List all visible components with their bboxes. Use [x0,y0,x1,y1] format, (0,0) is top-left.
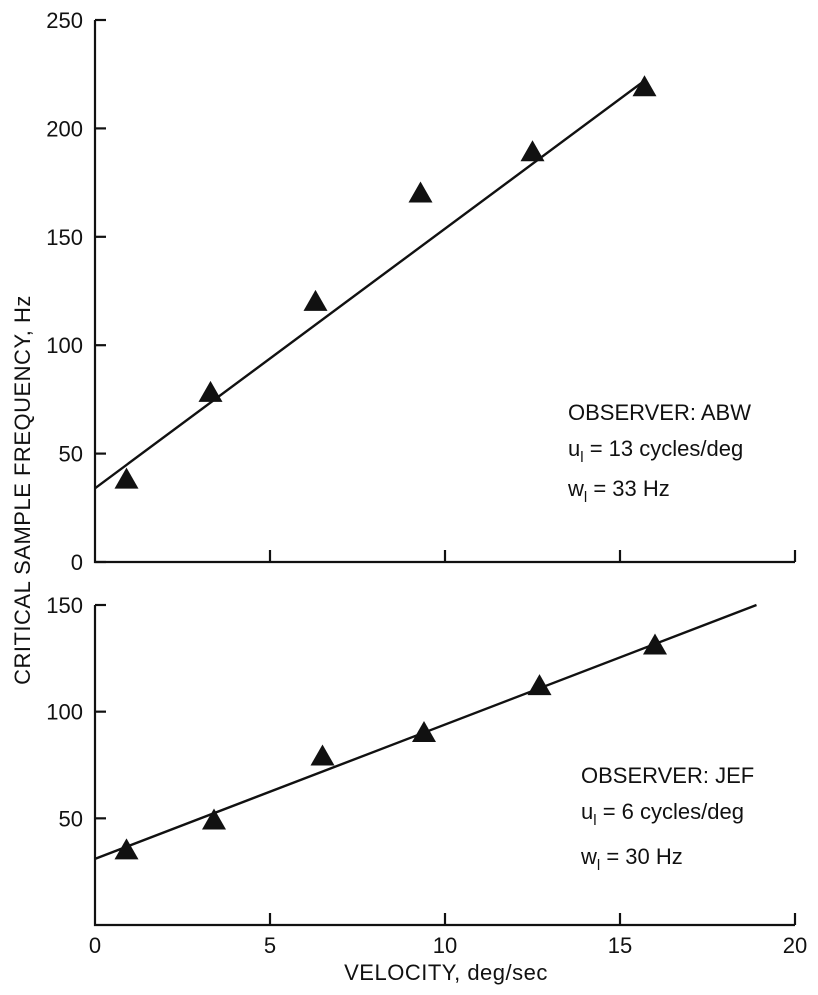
top-y-tick-label: 50 [59,442,83,467]
bottom-data-point [643,633,667,655]
top-y-tick-label: 250 [46,8,83,33]
top-data-point [198,380,223,402]
top-data-point [520,140,545,162]
bottom-annotation: wl = 30 Hz [580,844,683,874]
bottom-x-tick-label: 10 [433,933,457,958]
top-fit-line [94,79,646,490]
top-data-point [632,75,657,97]
bottom-y-tick-label: 100 [46,700,83,725]
top-data-point [408,181,433,203]
bottom-x-tick-label: 15 [608,933,632,958]
bottom-data-point [114,838,139,860]
bottom-x-tick-label: 0 [89,933,101,958]
bottom-data-point [202,808,226,830]
bottom-x-tick-label: 5 [264,933,276,958]
bottom-data-point [527,674,552,696]
x-axis-title: VELOCITY, deg/sec [344,960,548,985]
bottom-panel: 50 100 150 0 5 10 15 20 OBSERVER: JEF ul = 6 cycl… [46,593,807,958]
top-y-tick-label: 100 [46,333,83,358]
top-data-point [303,289,328,311]
top-y-tick-label: 0 [71,550,83,575]
bottom-data-point [310,744,335,766]
top-annotation: ul = 13 cycles/deg [568,436,743,466]
bottom-y-tick-label: 150 [46,593,83,618]
top-data-point [114,467,139,489]
bottom-annotation: ul = 6 cycles/deg [581,799,744,829]
top-y-tick-label: 150 [46,225,83,250]
bottom-x-tick-label: 20 [783,933,807,958]
top-panel: 0 50 100 150 200 250 OBSERVER: ABW ul = 13 cycl… [46,8,797,575]
y-axis-title: CRITICAL SAMPLE FREQUENCY, Hz [10,295,35,685]
top-annotation: OBSERVER: ABW [568,400,751,425]
bottom-annotation: OBSERVER: JEF [581,763,754,788]
top-axes [93,20,795,564]
bottom-data-point [412,721,436,742]
top-annotation: wl = 33 Hz [567,476,670,506]
top-y-tick-label: 200 [46,116,83,141]
bottom-y-tick-label: 50 [59,806,83,831]
